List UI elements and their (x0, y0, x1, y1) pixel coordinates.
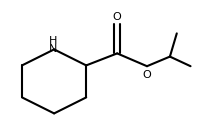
Text: O: O (113, 12, 122, 22)
Text: O: O (143, 70, 151, 80)
Text: N: N (49, 44, 57, 54)
Text: H: H (49, 36, 57, 46)
